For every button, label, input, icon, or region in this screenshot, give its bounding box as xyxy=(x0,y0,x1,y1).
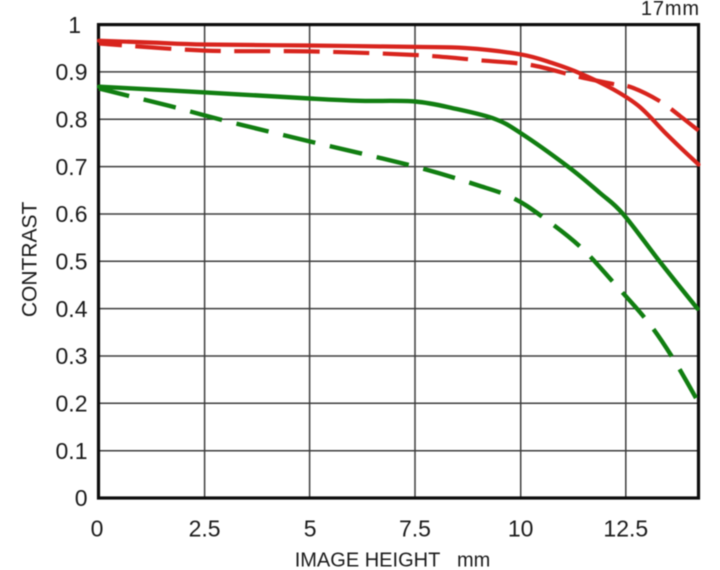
svg-text:0.1: 0.1 xyxy=(56,438,88,464)
svg-text:0.5: 0.5 xyxy=(56,249,88,275)
svg-text:0.6: 0.6 xyxy=(56,201,88,227)
svg-text:10: 10 xyxy=(508,516,534,542)
svg-text:0.4: 0.4 xyxy=(56,296,88,322)
svg-text:2.5: 2.5 xyxy=(189,516,221,542)
svg-text:1: 1 xyxy=(68,12,81,38)
svg-text:0: 0 xyxy=(75,485,88,511)
svg-text:IMAGE HEIGHT mm: IMAGE HEIGHT mm xyxy=(295,550,491,570)
svg-text:0.7: 0.7 xyxy=(56,154,88,180)
svg-text:12.5: 12.5 xyxy=(603,516,648,542)
svg-text:0.3: 0.3 xyxy=(56,343,88,369)
svg-text:0: 0 xyxy=(91,516,104,542)
svg-text:17mm: 17mm xyxy=(641,0,700,20)
svg-text:7.5: 7.5 xyxy=(399,516,431,542)
svg-text:0.8: 0.8 xyxy=(56,107,88,133)
svg-text:5: 5 xyxy=(304,516,317,542)
svg-text:0.9: 0.9 xyxy=(56,59,88,85)
svg-text:CONTRAST: CONTRAST xyxy=(19,201,42,317)
svg-text:0.2: 0.2 xyxy=(56,391,88,417)
